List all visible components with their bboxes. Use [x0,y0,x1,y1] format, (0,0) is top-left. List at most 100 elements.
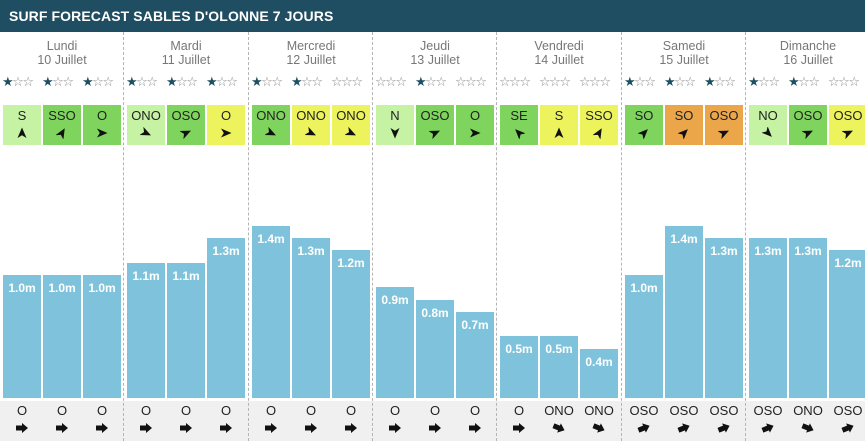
day-name: Vendredi [534,39,584,53]
star-empty-icon: ☆ [714,75,726,89]
wave-height-label: 1.3m [794,244,822,258]
star-empty-icon: ☆ [724,75,736,89]
swell-direction: O [265,403,277,418]
swell-cell: O [375,401,415,441]
wind-direction: O [220,108,232,123]
wave-height-label: 1.1m [132,269,160,283]
star-empty-icon: ☆ [331,75,343,89]
swell-cell: OSO [828,401,865,441]
star-empty-icon: ☆ [559,75,571,89]
wind-box: S [540,105,578,145]
wind-arrow-icon [180,130,191,139]
wave-bar: 1.3m [292,238,330,398]
day-name: Dimanche [779,39,837,53]
star-filled-icon: ★ [291,75,303,89]
wind-arrow-icon [802,130,813,139]
swell-arrow-icon [345,423,357,433]
swell-arrow-icon [305,423,317,433]
swell-arrow-icon [16,423,28,433]
swell-arrow-icon [389,423,401,433]
wave-bar: 1.0m [43,275,81,398]
wave-height-label: 1.0m [88,281,116,295]
day-date: 11 Juillet [161,53,211,67]
star-empty-icon: ☆ [519,75,531,89]
star-empty-icon: ☆ [301,75,313,89]
wind-direction: OSO [171,108,201,123]
swell-cell: O [455,401,495,441]
star-filled-icon: ★ [704,75,716,89]
wind-direction: S [554,108,564,123]
star-empty-icon: ☆ [351,75,363,89]
day-separator [248,32,249,441]
star-empty-icon: ☆ [848,75,860,89]
star-empty-icon: ☆ [634,75,646,89]
star-filled-icon: ★ [788,75,800,89]
swell-direction: O [180,403,192,418]
wind-direction: ONO [131,108,161,123]
star-empty-icon: ☆ [216,75,228,89]
star-empty-icon: ☆ [52,75,64,89]
day-header: Jeudi 13 Juillet [373,32,497,72]
swell-cell: O [166,401,206,441]
wave-bar: 1.0m [625,275,663,398]
star-empty-icon: ☆ [375,75,387,89]
wave-height-label: 1.2m [834,256,862,270]
wind-arrow-icon [305,127,316,136]
star-rating: ★☆☆ [704,75,744,89]
wind-direction: S [17,108,27,123]
day-name: Mardi [170,39,202,53]
wind-arrow-icon [390,128,400,139]
swell-cell: O [331,401,371,441]
star-empty-icon: ☆ [599,75,611,89]
star-empty-icon: ☆ [92,75,104,89]
wind-box: SE [500,105,538,145]
wind-direction: N [390,108,400,123]
wind-box: ONO [127,105,165,145]
wind-arrow-icon [221,128,232,138]
star-rating: ☆☆☆ [828,75,865,89]
chart-title: SURF FORECAST SABLES D'OLONNE 7 JOURS [0,0,865,32]
wave-bar: 1.3m [705,238,743,398]
day-name: Samedi [662,39,706,53]
wave-bar: 1.2m [829,250,865,398]
star-empty-icon: ☆ [385,75,397,89]
swell-cell: O [291,401,331,441]
star-rating: ★☆☆ [748,75,788,89]
swell-arrow-icon [180,423,192,433]
star-empty-icon: ☆ [395,75,407,89]
star-empty-icon: ☆ [186,75,198,89]
star-rating: ★☆☆ [2,75,42,89]
wave-height-label: 0.8m [421,306,449,320]
wave-bar: 0.9m [376,287,414,398]
swell-direction: O [429,403,441,418]
swell-direction: O [140,403,152,418]
star-rating: ★☆☆ [291,75,331,89]
star-empty-icon: ☆ [768,75,780,89]
day-date: 10 Juillet [37,53,87,67]
day-date: 13 Juillet [410,53,460,67]
swell-arrow-icon [96,423,108,433]
star-empty-icon: ☆ [684,75,696,89]
wave-bar: 1.3m [749,238,787,398]
day-header: Lundi 10 Juillet [0,32,124,72]
star-empty-icon: ☆ [12,75,24,89]
swell-direction: O [389,403,401,418]
wind-box: ONO [332,105,370,145]
star-filled-icon: ★ [624,75,636,89]
wave-bar: 1.0m [3,275,41,398]
wind-direction: OSO [833,108,863,123]
wind-box: SSO [580,105,618,145]
swell-direction: O [513,403,525,418]
star-empty-icon: ☆ [102,75,114,89]
swell-arrow-icon [469,423,481,433]
wind-arrow-icon [718,130,729,139]
star-filled-icon: ★ [42,75,54,89]
star-rating: ★☆☆ [166,75,206,89]
wave-height-label: 0.7m [461,318,489,332]
wave-bar: 1.4m [665,226,703,398]
day-header: Dimanche 16 Juillet [746,32,865,72]
wave-height-label: 1.4m [670,232,698,246]
day-name: Mercredi [286,39,336,53]
star-empty-icon: ☆ [455,75,467,89]
star-empty-icon: ☆ [425,75,437,89]
